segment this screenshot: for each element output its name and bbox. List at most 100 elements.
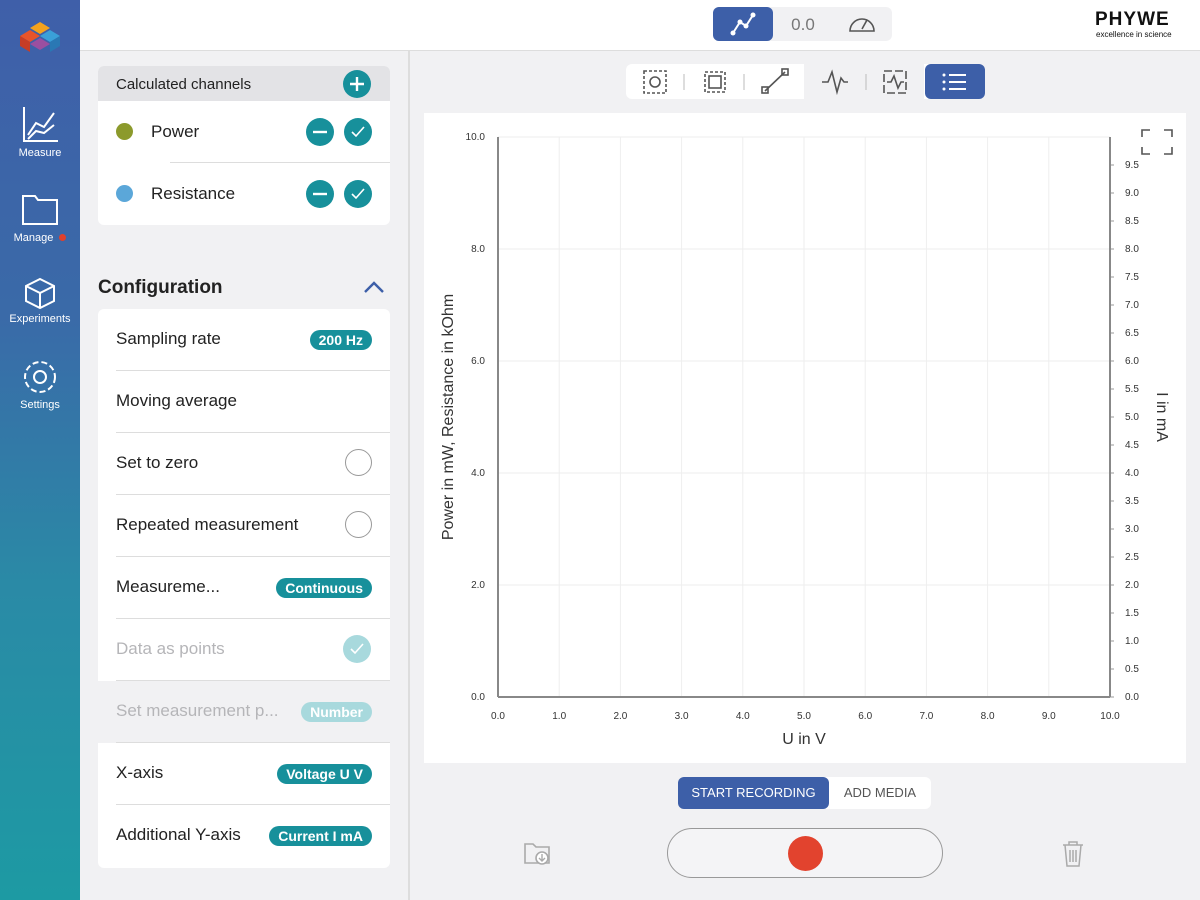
x-tick-label: 5.0 bbox=[797, 711, 811, 722]
fullscreen-button[interactable] bbox=[1141, 129, 1173, 155]
remove-button[interactable] bbox=[305, 117, 335, 147]
nav-label: Experiments bbox=[9, 313, 71, 325]
y-tick-label: 10.0 bbox=[466, 132, 486, 143]
button-circle bbox=[344, 118, 372, 146]
nav-settings[interactable]: Settings bbox=[0, 357, 80, 411]
button-glyph bbox=[350, 643, 364, 655]
nav-manage[interactable]: Manage bbox=[0, 190, 80, 244]
chart-card: 0.0 1.0 2.0 3.0 4.0 5.0 6.0 7.0 8.0 9.0 10.0 0.0 2.0… bbox=[424, 113, 1186, 763]
config-row[interactable]: Moving average bbox=[98, 371, 390, 433]
config-row[interactable]: X-axis Voltage U V bbox=[98, 743, 390, 805]
delete-button[interactable] bbox=[1060, 840, 1086, 868]
config-label: Moving average bbox=[116, 391, 237, 410]
divider bbox=[408, 50, 410, 900]
config-badge: Current I mA bbox=[269, 826, 372, 846]
channels-header: Calculated channels bbox=[98, 66, 390, 101]
separator bbox=[116, 494, 390, 495]
record-button[interactable] bbox=[667, 828, 943, 878]
channel-color bbox=[116, 123, 133, 140]
x-axis-label: U in V bbox=[782, 731, 826, 748]
check-button[interactable] bbox=[342, 634, 372, 664]
y-tick-label: 6.0 bbox=[471, 356, 485, 367]
config-row[interactable]: Data as points bbox=[98, 619, 390, 681]
config-badge: Number bbox=[301, 702, 372, 722]
record-media-switch: START RECORDING ADD MEDIA bbox=[678, 777, 931, 809]
y2-axis-label: I in mA bbox=[1153, 392, 1170, 442]
separator bbox=[116, 680, 390, 681]
y2-tick-label: 1.5 bbox=[1125, 608, 1139, 619]
sidebar: Measure Manage Experiments Settings bbox=[0, 0, 80, 900]
add-media-tab[interactable]: ADD MEDIA bbox=[843, 785, 917, 800]
nav-experiments[interactable]: Experiments bbox=[0, 275, 80, 325]
config-row[interactable]: Sampling rate 200 Hz bbox=[98, 309, 390, 371]
separator bbox=[170, 162, 390, 163]
x-tick-label: 2.0 bbox=[613, 711, 627, 722]
config-label: X-axis bbox=[116, 763, 164, 782]
y2-tick-label: 5.5 bbox=[1125, 384, 1139, 395]
gauge-button[interactable] bbox=[833, 7, 892, 41]
y2-tick-label: 4.0 bbox=[1125, 468, 1139, 479]
config-row[interactable]: Set to zero bbox=[98, 433, 390, 495]
nav-label: Manage bbox=[13, 232, 54, 244]
remove-button[interactable] bbox=[305, 179, 335, 209]
config-label: Measureme... bbox=[116, 577, 220, 596]
radio-button[interactable] bbox=[345, 511, 372, 538]
export-button[interactable] bbox=[522, 838, 554, 868]
y2-tick-label: 3.0 bbox=[1125, 524, 1139, 535]
config-row[interactable]: Set measurement p... Number bbox=[98, 681, 390, 743]
check-button[interactable] bbox=[343, 179, 373, 209]
separator bbox=[116, 370, 390, 371]
y2-tick-label: 5.0 bbox=[1125, 412, 1139, 423]
digital-value[interactable]: 0.0 bbox=[791, 15, 815, 34]
config-row[interactable]: Measureme... Continuous bbox=[98, 557, 390, 619]
manage-icon bbox=[22, 195, 58, 225]
check-button[interactable] bbox=[343, 117, 373, 147]
graph-mode-button[interactable] bbox=[713, 7, 773, 41]
config-row[interactable]: Repeated measurement bbox=[98, 495, 390, 557]
configuration-card: Sampling rate 200 Hz Moving average Set to … bbox=[98, 309, 390, 868]
config-badge: Continuous bbox=[276, 578, 372, 598]
start-recording-tab[interactable]: START RECORDING bbox=[678, 777, 829, 809]
record-dot bbox=[788, 836, 823, 871]
mode-switch: 0.0 bbox=[713, 7, 892, 41]
separator bbox=[116, 618, 390, 619]
x-tick-label: 1.0 bbox=[552, 711, 566, 722]
nav-label: Measure bbox=[18, 147, 62, 159]
config-label: Data as points bbox=[116, 639, 225, 658]
x-tick-label: 10.0 bbox=[1100, 711, 1120, 722]
x-tick-label: 0.0 bbox=[491, 711, 505, 722]
x-tick-label: 3.0 bbox=[675, 711, 689, 722]
configuration-title: Configuration bbox=[98, 277, 223, 298]
y2-tick-label: 6.5 bbox=[1125, 328, 1139, 339]
y2-tick-label: 9.5 bbox=[1125, 160, 1139, 171]
y2-tick-label: 7.5 bbox=[1125, 272, 1139, 283]
y-tick-label: 2.0 bbox=[471, 580, 485, 591]
nav-label: Settings bbox=[20, 399, 60, 411]
separator bbox=[116, 742, 390, 743]
config-row[interactable]: Additional Y-axis Current I mA bbox=[98, 805, 390, 867]
config-label: Additional Y-axis bbox=[116, 825, 241, 844]
config-label: Set to zero bbox=[116, 453, 199, 472]
add-channel-button[interactable] bbox=[343, 70, 371, 98]
radio-button[interactable] bbox=[345, 449, 372, 476]
y-tick-label: 4.0 bbox=[471, 468, 485, 479]
y2-tick-label: 3.5 bbox=[1125, 496, 1139, 507]
nav-measure[interactable]: Measure bbox=[0, 105, 80, 159]
collapse-button[interactable] bbox=[362, 278, 386, 296]
y2-tick-label: 8.0 bbox=[1125, 244, 1139, 255]
button-circle bbox=[344, 180, 372, 208]
y2-tick-label: 8.5 bbox=[1125, 216, 1139, 227]
x-tick-label: 6.0 bbox=[858, 711, 872, 722]
separator bbox=[116, 556, 390, 557]
brand-name: PHYWE bbox=[1095, 9, 1170, 30]
y-tick-label: 0.0 bbox=[471, 692, 485, 703]
y2-tick-label: 0.0 bbox=[1125, 692, 1139, 703]
graph-icon bbox=[730, 12, 756, 36]
config-badge: Voltage U V bbox=[277, 764, 372, 784]
y2-tick-label: 7.0 bbox=[1125, 300, 1139, 311]
y2-tick-label: 0.5 bbox=[1125, 664, 1139, 675]
x-tick-label: 8.0 bbox=[981, 711, 995, 722]
chart-toolbar bbox=[626, 64, 985, 99]
measure-icon bbox=[23, 107, 58, 142]
